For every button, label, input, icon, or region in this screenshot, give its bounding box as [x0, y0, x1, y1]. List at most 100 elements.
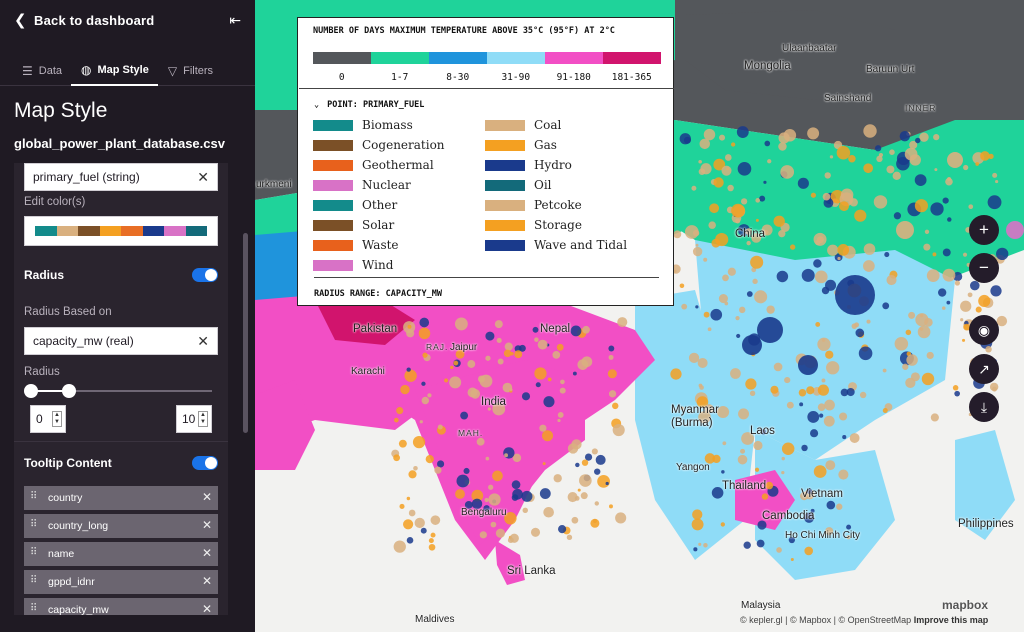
power-plant-point[interactable] [760, 429, 767, 435]
power-plant-point[interactable] [904, 147, 918, 161]
power-plant-point[interactable] [846, 535, 851, 540]
drag-handle-icon[interactable]: ⠿ [30, 603, 37, 614]
power-plant-point[interactable] [437, 460, 445, 468]
power-plant-point[interactable] [406, 496, 411, 501]
power-plant-point[interactable] [393, 417, 399, 423]
power-plant-point[interactable] [776, 270, 789, 283]
power-plant-point[interactable] [699, 138, 711, 150]
attrib-kepler[interactable]: © kepler.gl [740, 615, 783, 625]
power-plant-point[interactable] [876, 155, 883, 163]
power-plant-point[interactable] [718, 294, 728, 304]
power-plant-point[interactable] [430, 532, 436, 538]
power-plant-point[interactable] [773, 215, 785, 227]
power-plant-point[interactable] [467, 360, 476, 368]
power-plant-point[interactable] [915, 313, 929, 327]
power-plant-point[interactable] [539, 488, 551, 499]
power-plant-point[interactable] [398, 439, 407, 448]
power-plant-point[interactable] [906, 354, 918, 366]
power-plant-point[interactable] [534, 337, 539, 342]
power-plant-point[interactable] [749, 390, 756, 397]
power-plant-point[interactable] [495, 528, 506, 538]
power-plant-point[interactable] [611, 402, 619, 410]
radius-max-stepper[interactable]: ▲ ▼ [198, 411, 208, 427]
power-plant-point[interactable] [607, 369, 617, 379]
power-plant-point[interactable] [403, 519, 414, 530]
power-plant-point[interactable] [952, 385, 959, 391]
power-plant-point[interactable] [766, 305, 775, 314]
power-plant-point[interactable] [575, 462, 580, 468]
power-plant-point[interactable] [784, 376, 791, 384]
power-plant-point[interactable] [721, 165, 732, 176]
drag-handle-icon[interactable]: ⠿ [30, 519, 37, 530]
power-plant-point[interactable] [704, 453, 716, 464]
power-plant-point[interactable] [704, 404, 714, 414]
power-plant-point[interactable] [825, 527, 834, 536]
power-plant-point[interactable] [487, 407, 491, 411]
power-plant-point[interactable] [942, 268, 956, 282]
power-plant-point[interactable] [709, 203, 720, 214]
power-plant-point[interactable] [719, 134, 726, 141]
power-plant-point[interactable] [926, 351, 934, 360]
power-plant-point[interactable] [813, 259, 822, 268]
power-plant-point[interactable] [770, 385, 779, 394]
power-plant-point[interactable] [835, 275, 875, 315]
power-plant-point[interactable] [908, 311, 916, 319]
power-plant-point[interactable] [930, 202, 944, 216]
power-plant-point[interactable] [829, 155, 834, 159]
power-plant-point[interactable] [882, 302, 890, 310]
power-plant-point[interactable] [396, 407, 404, 415]
power-plant-point[interactable] [420, 527, 427, 534]
power-plant-point[interactable] [846, 387, 855, 397]
power-plant-point[interactable] [953, 271, 963, 282]
power-plant-point[interactable] [580, 492, 588, 500]
power-plant-point[interactable] [836, 503, 843, 510]
power-plant-point[interactable] [764, 140, 771, 147]
tab-data[interactable]: ☰ Data [0, 56, 71, 86]
power-plant-point[interactable] [968, 204, 974, 210]
power-plant-point[interactable] [698, 159, 702, 164]
power-plant-point[interactable] [497, 358, 504, 365]
tab-map-style[interactable]: ◍ Map Style [71, 56, 158, 86]
power-plant-point[interactable] [932, 252, 937, 257]
power-plant-point[interactable] [840, 388, 849, 397]
power-plant-point[interactable] [990, 285, 1002, 297]
power-plant-point[interactable] [581, 356, 593, 368]
power-plant-point[interactable] [680, 406, 684, 410]
power-plant-point[interactable] [460, 411, 469, 420]
power-plant-point[interactable] [488, 493, 501, 506]
power-plant-point[interactable] [996, 247, 1009, 261]
power-plant-point[interactable] [464, 500, 473, 509]
power-plant-point[interactable] [886, 274, 897, 286]
power-plant-point[interactable] [765, 481, 774, 490]
power-plant-point[interactable] [724, 154, 732, 161]
power-plant-point[interactable] [455, 489, 465, 499]
power-plant-point[interactable] [673, 230, 682, 239]
power-plant-point[interactable] [584, 453, 593, 461]
power-plant-point[interactable] [905, 329, 912, 336]
power-plant-point[interactable] [763, 229, 769, 235]
power-plant-point[interactable] [697, 357, 708, 368]
power-plant-point[interactable] [496, 337, 502, 344]
power-plant-point[interactable] [761, 493, 769, 500]
power-plant-point[interactable] [699, 385, 704, 390]
power-plant-point[interactable] [567, 492, 578, 503]
power-plant-point[interactable] [557, 412, 564, 418]
power-plant-point[interactable] [571, 516, 579, 524]
power-plant-point[interactable] [755, 198, 761, 203]
power-plant-point[interactable] [722, 274, 729, 282]
power-plant-point[interactable] [806, 488, 813, 495]
power-plant-point[interactable] [572, 371, 577, 376]
remove-field-icon[interactable]: ✕ [201, 602, 212, 615]
power-plant-point[interactable] [848, 155, 856, 163]
power-plant-point[interactable] [590, 518, 600, 528]
power-plant-point[interactable] [510, 351, 514, 356]
power-plant-point[interactable] [552, 350, 561, 359]
power-plant-point[interactable] [735, 316, 740, 321]
power-plant-point[interactable] [813, 465, 827, 478]
power-plant-point[interactable] [798, 388, 807, 397]
power-plant-point[interactable] [470, 388, 481, 399]
power-plant-point[interactable] [485, 456, 490, 461]
power-plant-point[interactable] [954, 390, 960, 397]
power-plant-point[interactable] [858, 346, 873, 361]
remove-field-icon[interactable]: ✕ [201, 518, 212, 532]
